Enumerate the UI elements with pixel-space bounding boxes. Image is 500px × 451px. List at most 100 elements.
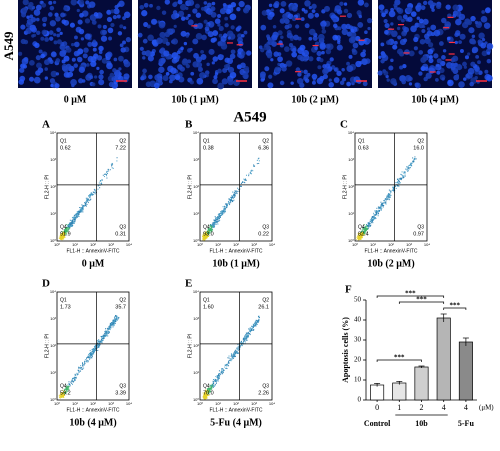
cell-nucleus bbox=[85, 0, 90, 5]
flow-dot bbox=[209, 390, 211, 392]
cell-nucleus bbox=[151, 39, 158, 46]
cell-nucleus bbox=[123, 73, 130, 80]
flow-dot bbox=[67, 227, 69, 229]
flow-dot bbox=[386, 199, 388, 201]
flow-dot bbox=[82, 364, 84, 366]
flow-dot bbox=[65, 228, 67, 230]
flow-dot bbox=[104, 336, 106, 338]
flow-dot bbox=[114, 322, 116, 324]
flow-dot bbox=[396, 178, 398, 180]
flow-dot bbox=[239, 345, 241, 347]
flow-dot bbox=[212, 384, 214, 386]
cell-nucleus bbox=[54, 12, 59, 17]
flow-dot bbox=[413, 159, 415, 161]
flow-dot bbox=[204, 398, 206, 400]
flow-dot bbox=[399, 177, 401, 179]
flow-dot bbox=[70, 219, 72, 221]
cell-nucleus bbox=[317, 65, 322, 70]
flow-dot bbox=[87, 198, 89, 200]
flow-dot bbox=[207, 235, 209, 237]
flow-dot bbox=[215, 222, 217, 224]
flow-dot bbox=[60, 236, 62, 238]
flow-dot bbox=[378, 210, 380, 212]
cell-nucleus bbox=[65, 47, 72, 53]
cell-nucleus bbox=[388, 10, 396, 18]
cell-nucleus bbox=[122, 26, 127, 30]
cell-nucleus bbox=[309, 28, 316, 36]
flow-dot bbox=[234, 195, 236, 197]
flow-dot bbox=[220, 371, 222, 373]
flow-dot bbox=[205, 234, 207, 236]
flow-dot bbox=[74, 217, 76, 219]
flow-dot bbox=[77, 212, 79, 214]
flow-dot bbox=[63, 229, 65, 231]
flow-dot bbox=[93, 351, 95, 353]
flow-dot bbox=[78, 369, 80, 371]
flow-box bbox=[354, 132, 428, 242]
cell-nucleus bbox=[53, 40, 58, 45]
flow-dot bbox=[104, 334, 106, 336]
flow-dot bbox=[97, 345, 99, 347]
flow-dot bbox=[220, 212, 222, 214]
cell-nucleus bbox=[86, 63, 90, 67]
flow-dot bbox=[98, 343, 100, 345]
flow-dot bbox=[73, 216, 75, 218]
cell-nucleus bbox=[87, 55, 94, 63]
group-label: 10b bbox=[415, 419, 428, 428]
flow-dot bbox=[368, 224, 370, 226]
flow-dot bbox=[359, 232, 361, 234]
quadrant-name: Q3 bbox=[417, 224, 424, 230]
cell-nucleus bbox=[196, 61, 203, 68]
cell-nucleus bbox=[304, 0, 311, 7]
cell-nucleus bbox=[180, 16, 186, 21]
flow-dot bbox=[251, 329, 253, 331]
flow-dot bbox=[82, 208, 84, 210]
flow-x-tick: 10² bbox=[388, 242, 394, 247]
flow-dot bbox=[77, 369, 79, 371]
cell-nucleus bbox=[163, 50, 170, 57]
flow-dot bbox=[234, 355, 236, 357]
flow-dot bbox=[227, 203, 229, 205]
flow-dot bbox=[251, 325, 253, 327]
flow-dot bbox=[80, 209, 82, 211]
flow-dot bbox=[206, 394, 208, 396]
cell-nucleus bbox=[396, 26, 401, 31]
flow-dot bbox=[65, 229, 67, 231]
quadrant-value: 6.36 bbox=[258, 145, 269, 151]
cell-nucleus bbox=[481, 10, 485, 14]
cell-nucleus bbox=[71, 57, 76, 62]
cell-nucleus bbox=[47, 12, 53, 17]
flow-dot bbox=[93, 352, 95, 354]
flow-dot bbox=[74, 217, 76, 219]
flow-dot bbox=[59, 238, 61, 240]
flow-dot bbox=[409, 164, 411, 166]
cell-nucleus bbox=[207, 31, 214, 38]
flow-dot bbox=[234, 350, 236, 352]
flow-dot bbox=[211, 226, 213, 228]
flow-dot bbox=[357, 235, 359, 237]
cell-nucleus bbox=[434, 77, 439, 82]
flow-dot bbox=[99, 187, 101, 189]
flow-dot bbox=[106, 333, 108, 335]
flow-dot bbox=[370, 217, 372, 219]
flow-dot bbox=[387, 198, 389, 200]
flow-dot bbox=[66, 385, 68, 387]
cell-nucleus bbox=[357, 0, 365, 6]
flow-dot bbox=[110, 327, 112, 329]
flow-dot bbox=[251, 328, 253, 330]
cell-nucleus bbox=[180, 46, 184, 51]
flow-dot bbox=[221, 368, 223, 370]
cell-nucleus bbox=[333, 67, 338, 72]
flow-dot bbox=[66, 231, 68, 233]
cell-nucleus bbox=[414, 22, 420, 28]
flow-dot bbox=[252, 327, 254, 329]
flow-dot bbox=[403, 172, 405, 174]
flow-x-tick: 10² bbox=[233, 242, 239, 247]
flow-dot bbox=[61, 234, 63, 236]
cell-nucleus bbox=[363, 2, 369, 8]
flow-dot bbox=[80, 211, 82, 213]
flow-dot bbox=[234, 192, 236, 194]
flow-dot bbox=[212, 385, 214, 387]
flow-dot bbox=[107, 332, 109, 334]
flow-dot bbox=[231, 200, 233, 202]
